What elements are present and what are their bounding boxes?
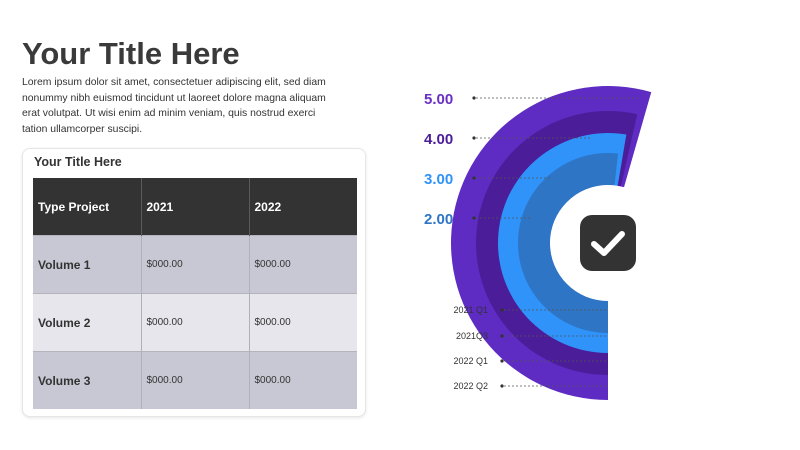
chart-value-labels: 5.00 4.00 3.00 2.00	[424, 91, 453, 228]
chart-center	[550, 185, 666, 301]
checkmark-icon	[591, 231, 625, 256]
value-label: 2.00	[424, 211, 453, 228]
header-type-project: Type Project	[33, 178, 142, 236]
leader-dot	[500, 334, 504, 338]
table-title: Your Title Here	[34, 155, 122, 169]
page-title: Your Title Here	[22, 36, 240, 71]
category-label: 2022 Q1	[453, 356, 488, 366]
project-table: Type Project 2021 2022 Volume 1 $000.00 …	[33, 178, 357, 409]
cell-value: $000.00	[141, 293, 250, 352]
chart-leaders	[472, 96, 638, 388]
row-label: Volume 3	[33, 351, 142, 409]
header-2022: 2022	[249, 178, 357, 236]
row-label: Volume 2	[33, 293, 142, 352]
value-label: 4.00	[424, 131, 453, 148]
leader-dot	[472, 136, 476, 140]
leader-dot	[500, 384, 504, 388]
category-label: 2021Q3	[456, 331, 488, 341]
category-label: 2022 Q2	[453, 381, 488, 391]
table-row: Volume 2 $000.00 $000.00	[33, 293, 357, 352]
header-2021: 2021	[141, 178, 250, 236]
value-label: 3.00	[424, 171, 453, 188]
intro-paragraph: Lorem ipsum dolor sit amet, consectetuer…	[22, 77, 326, 135]
arc-2021-q1	[518, 153, 619, 333]
row-label: Volume 1	[33, 235, 142, 294]
table-row: Volume 3 $000.00 $000.00	[33, 351, 357, 409]
leader-dot	[472, 96, 476, 100]
chart-arcs	[451, 86, 652, 401]
table-card: Your Title Here Type Project 2021 2022 V…	[22, 148, 366, 417]
cell-value: $000.00	[249, 235, 357, 294]
cell-value: $000.00	[249, 351, 357, 409]
cell-value: $000.00	[249, 293, 357, 352]
chart-category-labels: 2021 Q1 2021Q3 2022 Q1 2022 Q2	[453, 305, 488, 391]
value-label: 5.00	[424, 91, 453, 108]
arc-2021q3	[497, 132, 627, 353]
leader-dot	[472, 216, 476, 220]
leader-dot	[472, 176, 476, 180]
category-label: 2021 Q1	[453, 305, 488, 315]
checkmark-badge	[580, 215, 636, 271]
leader-dot	[500, 359, 504, 363]
table-header-row: Type Project 2021 2022	[33, 178, 357, 236]
leader-dot	[500, 308, 504, 312]
cell-value: $000.00	[141, 351, 250, 409]
table-row: Volume 1 $000.00 $000.00	[33, 235, 357, 294]
cell-value: $000.00	[141, 235, 250, 294]
